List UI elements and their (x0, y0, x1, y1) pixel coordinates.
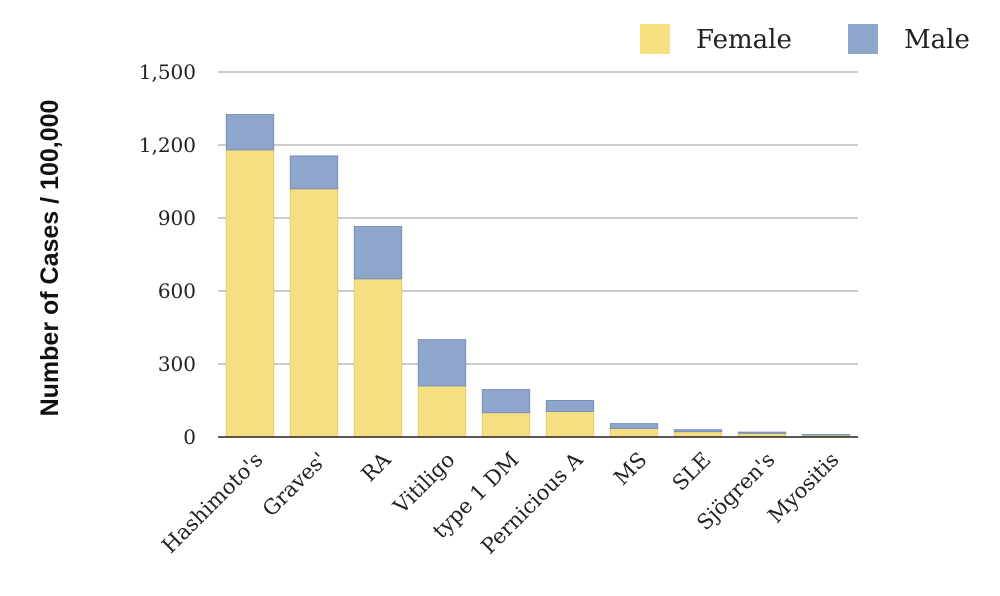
bar-male-4 (481, 389, 531, 414)
bar-male-2 (353, 226, 403, 280)
y-tick-label: 600 (158, 279, 196, 303)
x-tick-label: Graves' (258, 448, 332, 522)
bar-male-0 (225, 114, 275, 151)
bar-female-5 (545, 410, 595, 438)
legend-swatch-male (848, 24, 878, 54)
bar-male-3 (417, 339, 467, 387)
bar-male-7 (673, 429, 723, 433)
bar-female-0 (225, 149, 275, 438)
y-tick-label: 300 (158, 352, 196, 376)
legend: Female Male (640, 24, 970, 55)
bar-female-6 (609, 427, 659, 438)
bar-female-2 (353, 278, 403, 438)
legend-label-female: Female (696, 25, 792, 55)
bar-female-7 (673, 431, 723, 438)
bar-male-9 (801, 434, 851, 436)
bar-female-1 (289, 188, 339, 438)
y-tick-label: 0 (183, 425, 196, 449)
x-tick-label: Myositis (763, 448, 843, 528)
legend-label-male: Male (904, 25, 970, 55)
y-axis-ticks: 0 300 600 900 1,200 1,500 (139, 60, 196, 449)
x-tick-label: SLE (668, 448, 716, 496)
x-tick-label: MS (609, 448, 651, 490)
y-tick-label: 1,500 (139, 60, 196, 84)
bar-male-1 (289, 155, 339, 190)
bars (225, 114, 851, 438)
x-tick-label: Hashimoto's (157, 448, 267, 558)
y-tick-label: 900 (158, 206, 196, 230)
x-tick-label: RA (357, 447, 396, 486)
bar-female-3 (417, 385, 467, 438)
legend-swatch-female (640, 24, 670, 54)
y-tick-label: 1,200 (139, 133, 196, 157)
bar-female-4 (481, 412, 531, 438)
bar-male-6 (609, 423, 659, 429)
bar-male-5 (545, 400, 595, 412)
y-axis-title: Number of Cases / 100,000 (36, 100, 64, 417)
bar-male-8 (737, 431, 787, 434)
